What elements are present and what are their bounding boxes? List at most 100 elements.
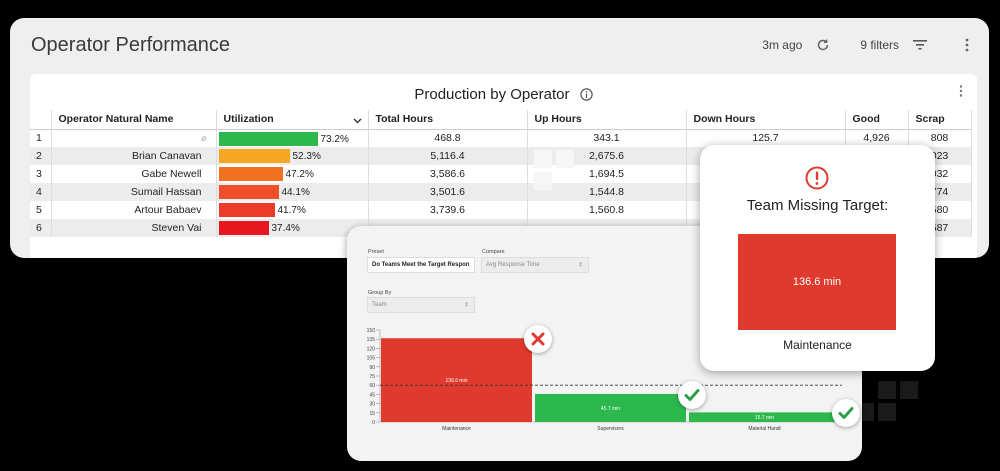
column-header[interactable]: Good (845, 110, 909, 130)
refresh-icon[interactable] (816, 38, 830, 52)
select-caret-icon: ⇕ (463, 302, 469, 309)
column-header[interactable]: Down Hours (686, 110, 846, 130)
team-card-title: Team Missing Target: (746, 197, 889, 214)
operator-name-cell: ⌀ (51, 129, 217, 147)
operator-name-cell: Artour Babaev (51, 201, 217, 219)
row-index: 6 (30, 219, 52, 237)
row-index: 1 (30, 129, 52, 147)
utilization-bar (218, 149, 290, 163)
column-header[interactable]: Up Hours (527, 110, 687, 130)
good-cell: 4,926 (845, 129, 909, 147)
operator-name: Sumail Hassan (130, 186, 202, 198)
widget-title: Production by Operator (30, 86, 977, 105)
utilization-label: 52.3% (292, 151, 321, 162)
team-missing-target-card: Team Missing Target: 136.6 min Maintenan… (700, 145, 935, 371)
column-header[interactable]: Operator Natural Name (51, 110, 217, 130)
down-hours-cell: 125.7 (686, 129, 846, 147)
y-tick-label: 0 (372, 420, 375, 426)
y-tick-label: 90 (369, 365, 375, 371)
chart-bar[interactable] (381, 338, 532, 422)
null-value-icon: ⌀ (201, 132, 207, 143)
dashboard-toolbar: 3m ago 9 filters (762, 38, 969, 52)
decorative-square (556, 150, 574, 168)
preset-input[interactable]: Do Teams Meet the Target Respon (367, 257, 475, 273)
column-header-utilization[interactable]: Utilization (216, 110, 369, 130)
total-hours-cell: 5,116.4 (368, 147, 528, 165)
utilization-cell: 41.7% (216, 201, 369, 219)
chart-bar[interactable] (535, 393, 686, 422)
compare-select[interactable]: Avg Response Time ⇕ (481, 257, 589, 273)
utilization-label: 41.7% (277, 205, 306, 216)
operator-name-cell: Brian Canavan (51, 147, 217, 165)
column-header-label: Utilization (223, 113, 274, 126)
sort-chevron-down-icon[interactable] (353, 115, 362, 127)
compare-select-value: Avg Response Time (486, 262, 540, 268)
column-header[interactable]: Total Hours (368, 110, 528, 130)
y-tick-label: 135 (367, 337, 376, 343)
check-icon (832, 399, 860, 428)
up-hours-cell: 1,560.8 (527, 201, 687, 219)
decorative-square (878, 403, 896, 421)
compare-label: Compare (482, 249, 505, 255)
row-index: 3 (30, 165, 52, 183)
index-column-header (30, 110, 52, 130)
dashboard-more-icon[interactable] (965, 38, 969, 52)
team-card-team-name: Maintenance (783, 338, 852, 352)
x-tick-label: Maintenance (442, 426, 471, 432)
team-response-chart: 0 15 30 45 60 75 90 105 120 135 150 136.6 min Mainte… (367, 328, 842, 432)
operator-name: Steven Vai (151, 222, 202, 234)
total-hours-cell: 3,586.6 (368, 165, 528, 183)
total-hours-cell: 3,501.6 (368, 183, 528, 201)
filter-icon[interactable] (913, 39, 927, 51)
x-tick-label: Material Handl (748, 426, 780, 432)
utilization-label: 47.2% (285, 169, 314, 180)
utilization-bar (218, 131, 318, 146)
scrap-cell: 808 (908, 129, 972, 147)
operator-name-cell: Sumail Hassan (51, 183, 217, 201)
group-by-select[interactable]: Team ⇕ (367, 297, 475, 313)
row-index: 4 (30, 183, 52, 201)
check-icon (678, 380, 706, 409)
decorative-square (534, 150, 552, 168)
decorative-square (878, 381, 896, 399)
info-icon[interactable] (579, 88, 593, 105)
y-tick-label: 60 (369, 383, 375, 389)
bar-value-label: 45.7 min (601, 406, 620, 412)
decorative-square (534, 172, 552, 190)
utilization-cell: 52.3% (216, 147, 369, 165)
y-tick-label: 150 (367, 328, 376, 334)
operator-name-cell: Steven Vai (51, 219, 217, 237)
table-row[interactable]: 1 ⌀ 73.2% 468.8 343.1 125.7 4,926 808 (30, 129, 972, 147)
cross-icon (524, 325, 552, 354)
bar-value-label: 15.7 min (755, 415, 774, 421)
utilization-label: 44.1% (281, 187, 310, 198)
widget-more-icon[interactable] (959, 84, 963, 102)
team-card-value-box: 136.6 min (738, 234, 896, 330)
y-tick-label: 75 (369, 374, 375, 380)
group-by-label: Group By (368, 290, 392, 296)
team-card-value: 136.6 min (792, 276, 842, 288)
total-hours-cell: 468.8 (368, 129, 528, 147)
operator-name-cell: Gabe Newell (51, 165, 217, 183)
up-hours-cell: 343.1 (527, 129, 687, 147)
up-hours-cell: 1,694.5 (527, 165, 687, 183)
y-tick-label: 30 (369, 402, 375, 408)
y-tick-label: 105 (367, 356, 376, 362)
last-updated-label: 3m ago (762, 38, 803, 52)
utilization-bar (218, 221, 269, 235)
chart-bar[interactable] (689, 412, 840, 422)
utilization-bar (218, 167, 283, 181)
operator-name: Gabe Newell (141, 168, 202, 180)
filters-button-label[interactable]: 9 filters (860, 38, 899, 52)
utilization-cell: 73.2% (216, 129, 369, 147)
operator-name: Brian Canavan (132, 150, 202, 162)
column-header[interactable]: Scrap (908, 110, 972, 130)
utilization-cell: 37.4% (216, 219, 369, 237)
utilization-label: 37.4% (271, 223, 300, 234)
utilization-label: 73.2% (320, 133, 349, 145)
row-index: 2 (30, 147, 52, 165)
y-tick-label: 15 (369, 411, 375, 417)
table-row[interactable]: 5 Artour Babaev 41.7% 3,739.6 1,560.8 580 (30, 201, 972, 219)
up-hours-cell: 1,544.8 (527, 183, 687, 201)
